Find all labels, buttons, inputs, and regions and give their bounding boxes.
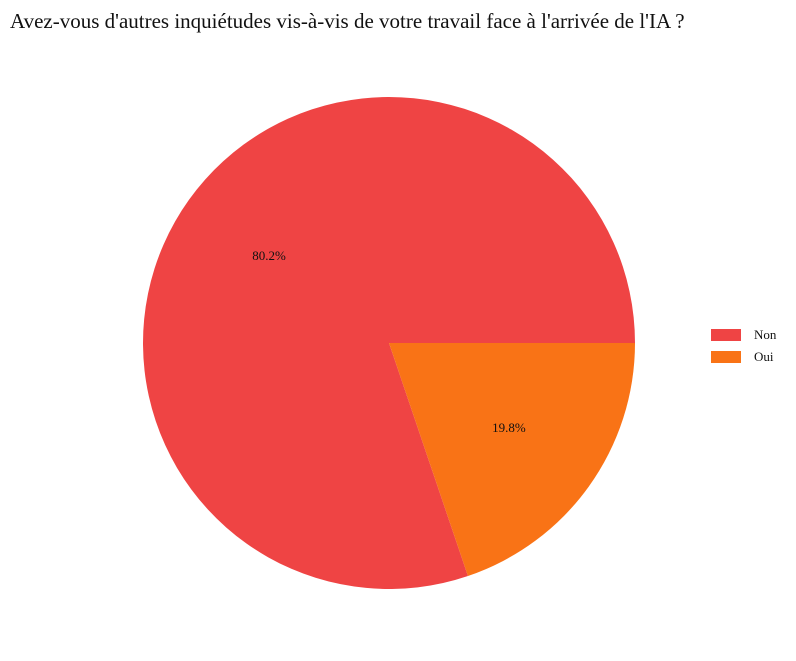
legend-swatch <box>711 351 741 363</box>
legend-swatch <box>711 329 741 341</box>
pie-slice-oui <box>389 343 635 576</box>
legend: Non Oui <box>711 324 776 368</box>
legend-label: Oui <box>754 349 774 364</box>
legend-item-oui: Oui <box>711 346 776 368</box>
slice-label-non: 80.2% <box>252 248 286 263</box>
legend-label: Non <box>754 327 777 342</box>
chart-title: Avez-vous d'autres inquiétudes vis-à-vis… <box>10 9 685 33</box>
legend-item-non: Non <box>711 324 776 346</box>
slice-label-oui: 19.8% <box>492 420 526 435</box>
pie-slice-non <box>143 97 635 590</box>
